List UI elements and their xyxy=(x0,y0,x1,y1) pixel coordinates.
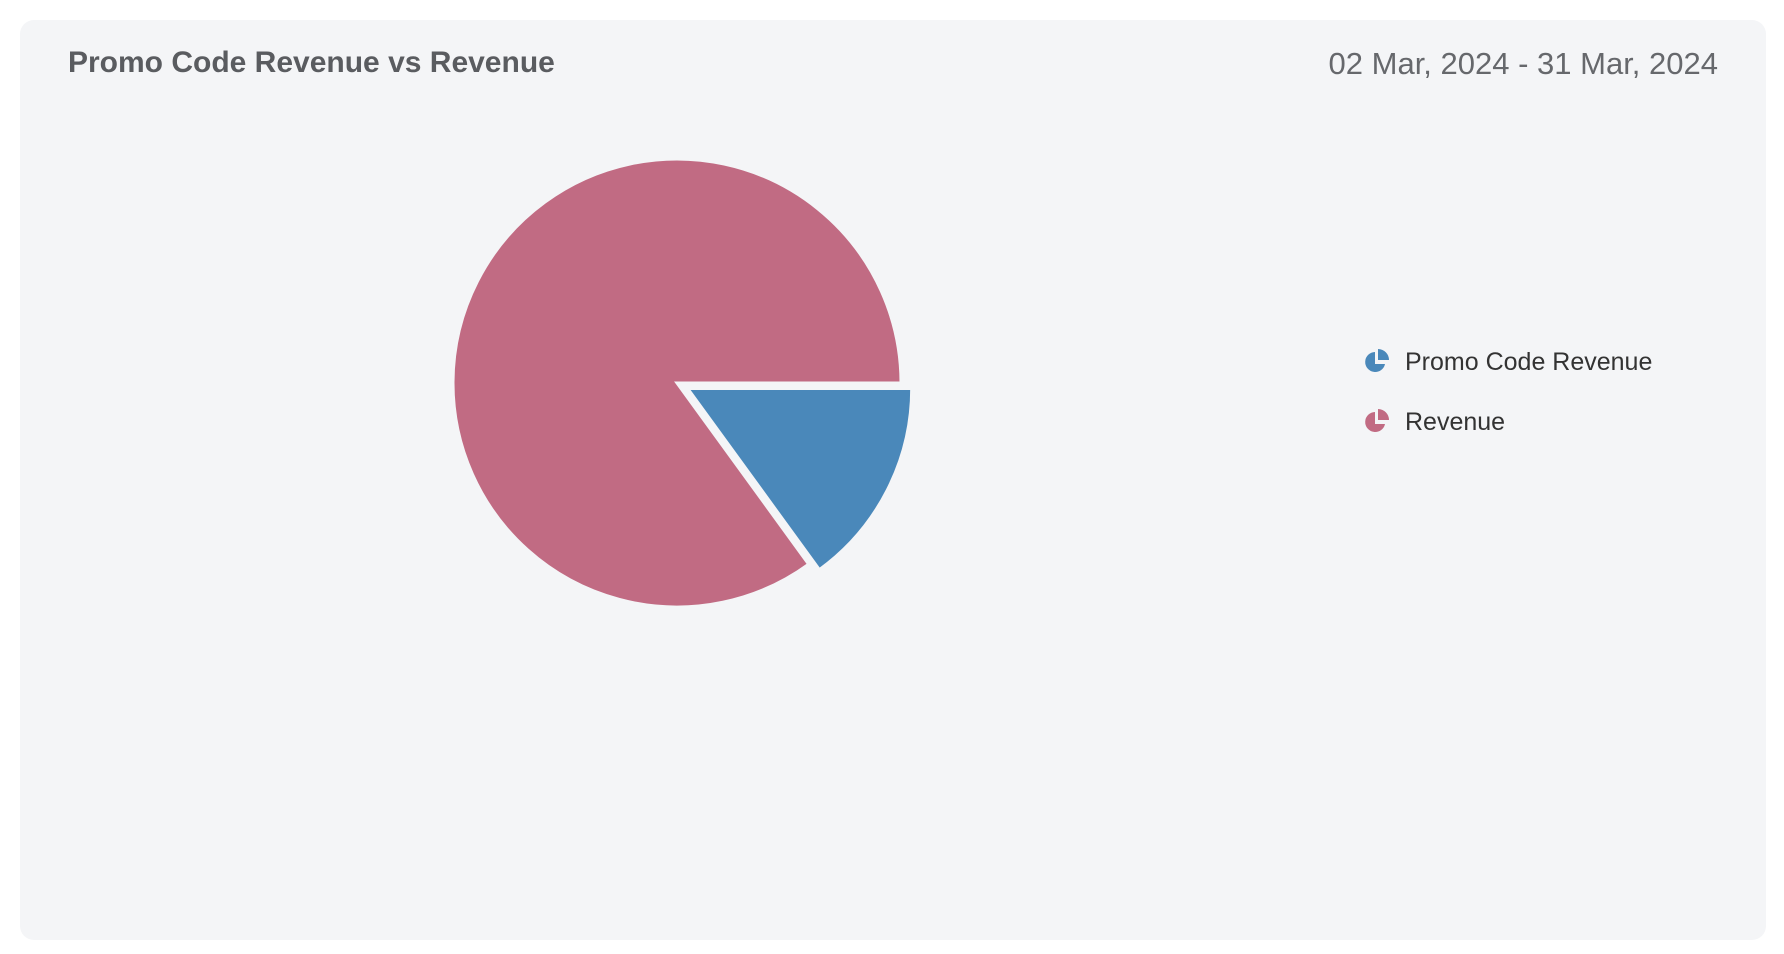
legend-label: Revenue xyxy=(1405,407,1506,436)
pie-slice-revenue[interactable] xyxy=(451,157,903,609)
legend-item-revenue[interactable]: Revenue xyxy=(1363,392,1652,452)
pie-chart xyxy=(451,157,914,609)
pie-slice-promo-code-revenue[interactable] xyxy=(684,386,914,572)
date-range: 02 Mar, 2024 - 31 Mar, 2024 xyxy=(1328,46,1718,81)
pie-legend-icon xyxy=(1365,349,1389,372)
legend: Promo Code Revenue Revenue xyxy=(1363,332,1652,452)
pie-legend-icon xyxy=(1365,409,1389,432)
chart-card: Promo Code Revenue vs Revenue 02 Mar, 20… xyxy=(20,20,1766,940)
legend-item-promo-code-revenue[interactable]: Promo Code Revenue xyxy=(1363,332,1652,392)
chart-title: Promo Code Revenue vs Revenue xyxy=(68,46,555,79)
legend-label: Promo Code Revenue xyxy=(1405,347,1653,376)
